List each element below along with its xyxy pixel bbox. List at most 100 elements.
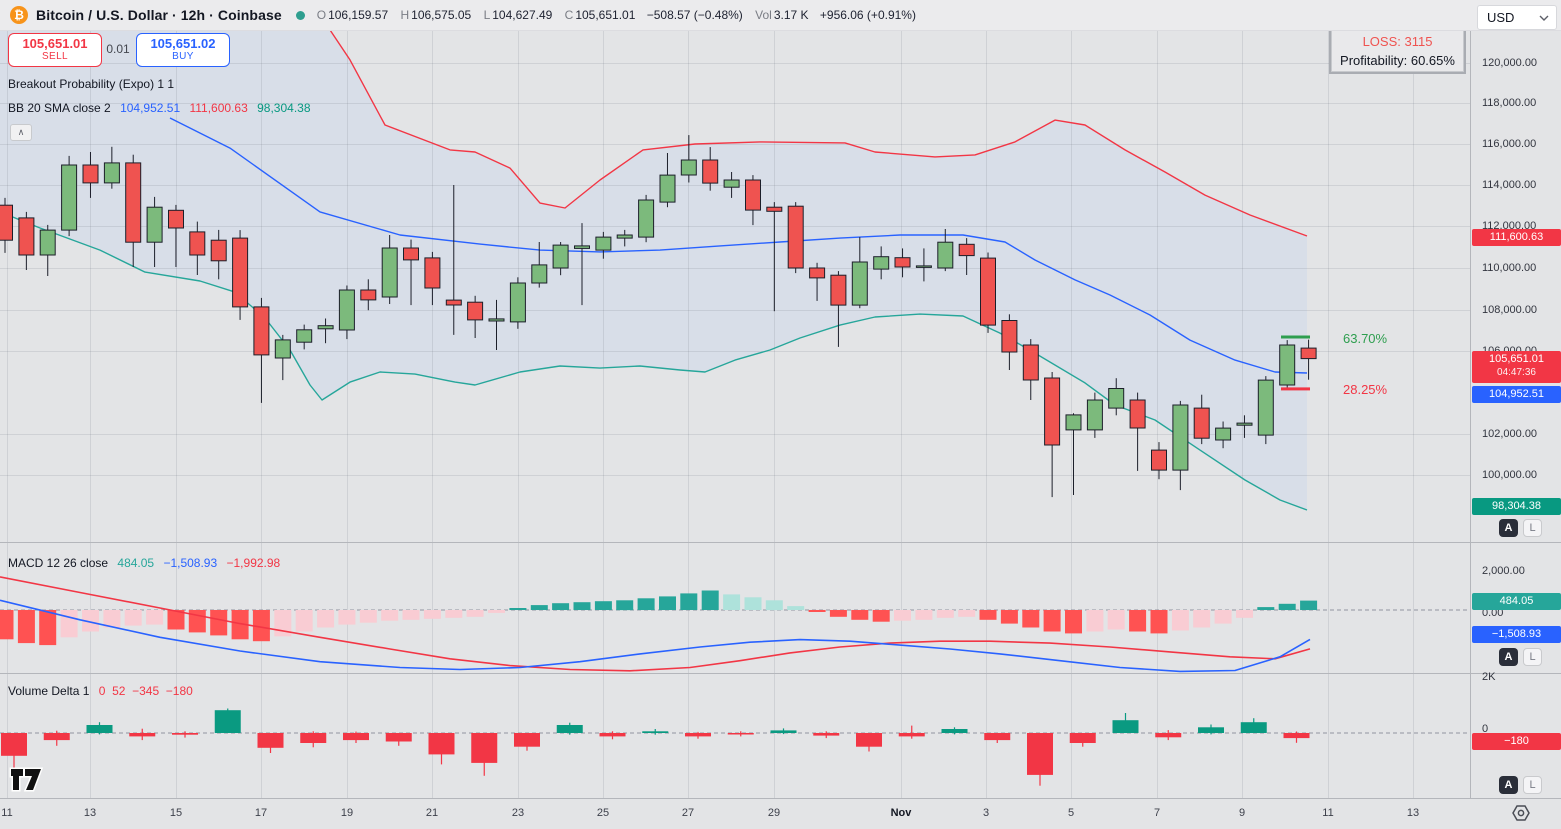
pane-separators[interactable] — [0, 30, 1561, 799]
gridlines — [0, 30, 1470, 798]
candle — [1300, 347, 1317, 360]
buy-price: 105,651.02 — [150, 36, 216, 51]
macd-line — [0, 599, 1311, 673]
legend-macd-hist-value: 484.05 — [117, 556, 155, 570]
time-axis-label[interactable]: 11 — [1322, 807, 1334, 819]
legend-volume-delta[interactable]: Volume Delta 1 0 52 −345 −180 — [8, 684, 193, 698]
time-axis-label[interactable]: 17 — [254, 807, 268, 819]
legend-bb-title: BB 20 SMA close 2 — [8, 101, 111, 115]
candle — [958, 243, 975, 257]
price-tick: 100,000.00 — [1482, 469, 1538, 481]
candle — [338, 289, 355, 331]
currency-selected: USD — [1487, 10, 1515, 25]
price-tick: 102,000.00 — [1482, 428, 1538, 440]
currency-dropdown[interactable]: USD — [1477, 5, 1557, 30]
chevron-up-icon: ∧ — [17, 127, 25, 137]
time-axis-label[interactable]: 25 — [596, 807, 610, 819]
candle — [125, 162, 142, 243]
candle — [146, 206, 163, 243]
time-axis-label[interactable]: 11 — [1, 807, 13, 819]
candle — [445, 299, 462, 306]
symbol-title[interactable]: Bitcoin / U.S. Dollar · 12h · Coinbase — [36, 7, 282, 23]
time-axis-label[interactable]: 9 — [1238, 807, 1246, 819]
buy-button[interactable]: 105,651.02 BUY — [136, 33, 230, 67]
candle — [488, 318, 505, 322]
candle — [787, 205, 804, 269]
time-axis-label[interactable]: 15 — [169, 807, 183, 819]
price-tick: 110,000.00 — [1482, 262, 1537, 274]
candle — [680, 159, 697, 176]
ohlc-change: −508.57 (−0.48%) — [646, 8, 743, 22]
tradingview-logo[interactable] — [8, 763, 46, 798]
ohlc-high-label: H — [400, 8, 410, 22]
collapse-pane-button[interactable]: ∧ — [10, 124, 32, 141]
log-scale-button[interactable]: L — [1523, 519, 1542, 537]
breakout-up-probability: 63.70% — [1343, 331, 1388, 346]
candle — [638, 199, 655, 238]
legend-macd-signal-value: −1,992.98 — [226, 556, 281, 570]
log-scale-button[interactable]: L — [1523, 648, 1542, 666]
time-axis-label[interactable]: 13 — [83, 807, 97, 819]
candle — [723, 179, 740, 188]
macd-tick: 2,000.00 — [1482, 565, 1525, 577]
time-axis-label[interactable]: 21 — [425, 807, 439, 819]
time-axis-label[interactable]: 5 — [1067, 807, 1075, 819]
candle — [424, 257, 441, 289]
candle — [1279, 344, 1296, 386]
time-axis-label[interactable]: 27 — [681, 807, 695, 819]
candle — [82, 164, 99, 184]
candle — [980, 257, 996, 326]
price-tick: 118,000.00 — [1482, 97, 1537, 109]
legend-vd-values: 0 52 −345 −180 — [98, 684, 193, 698]
candle — [1215, 427, 1232, 441]
legend-bollinger-bands[interactable]: BB 20 SMA close 2 104,952.51 111,600.63 … — [8, 101, 311, 115]
candle — [915, 265, 932, 268]
candle — [274, 339, 291, 359]
bb-basis-line — [169, 117, 1308, 374]
candle — [39, 229, 56, 256]
candle — [766, 206, 783, 212]
log-scale-button[interactable]: L — [1523, 776, 1542, 794]
time-axis-label[interactable]: 23 — [511, 807, 525, 819]
candle — [1236, 422, 1253, 426]
macd-signal-line — [0, 576, 1311, 672]
time-axis-label[interactable]: 19 — [340, 807, 354, 819]
time-axis-label[interactable]: 29 — [767, 807, 781, 819]
bitcoin-icon: ₿ — [10, 6, 28, 24]
top-toolbar: ₿ Bitcoin / U.S. Dollar · 12h · Coinbase… — [0, 0, 1561, 31]
candle — [189, 231, 206, 256]
candle — [745, 179, 761, 211]
spread-value: 0.01 — [106, 42, 130, 56]
candle — [1001, 320, 1018, 353]
legend-breakout-text: Breakout Probability (Expo) 1 1 — [8, 77, 175, 91]
bb-upper-band — [329, 30, 1308, 237]
breakout-down-probability: 28.25% — [1343, 382, 1388, 397]
last-price-label: 105,651.01 04:47:36 — [1472, 351, 1561, 383]
auto-scale-button[interactable]: A — [1499, 776, 1518, 794]
candle — [18, 217, 35, 256]
legend-bb-upper-value: 111,600.63 — [189, 101, 248, 115]
auto-scale-button[interactable]: A — [1499, 519, 1518, 537]
vd-tick: 0 — [1482, 723, 1489, 735]
price-tick: 108,000.00 — [1482, 304, 1538, 316]
legend-macd[interactable]: MACD 12 26 close 484.05 −1,508.93 −1,992… — [8, 556, 280, 570]
chevron-down-icon — [1539, 15, 1549, 21]
candle — [467, 301, 484, 321]
candle — [659, 174, 676, 203]
legend-breakout-probability[interactable]: Breakout Probability (Expo) 1 1 — [8, 77, 174, 91]
time-axis-label[interactable]: 13 — [1406, 807, 1420, 819]
sell-button[interactable]: 105,651.01 SELL — [8, 33, 102, 67]
time-axis-label[interactable]: 3 — [982, 807, 990, 819]
macd-tick: 0.00 — [1482, 607, 1504, 619]
time-axis-label[interactable]: 7 — [1153, 807, 1161, 819]
candle — [851, 261, 868, 306]
ohlc-close-label: C — [564, 8, 574, 22]
vd-tick: 2K — [1482, 671, 1496, 683]
candle — [574, 245, 590, 249]
candle — [1193, 407, 1210, 439]
time-axis-label[interactable]: Nov — [890, 807, 912, 819]
axis-settings-gear-icon[interactable] — [1511, 803, 1531, 828]
auto-scale-button[interactable]: A — [1499, 648, 1518, 666]
